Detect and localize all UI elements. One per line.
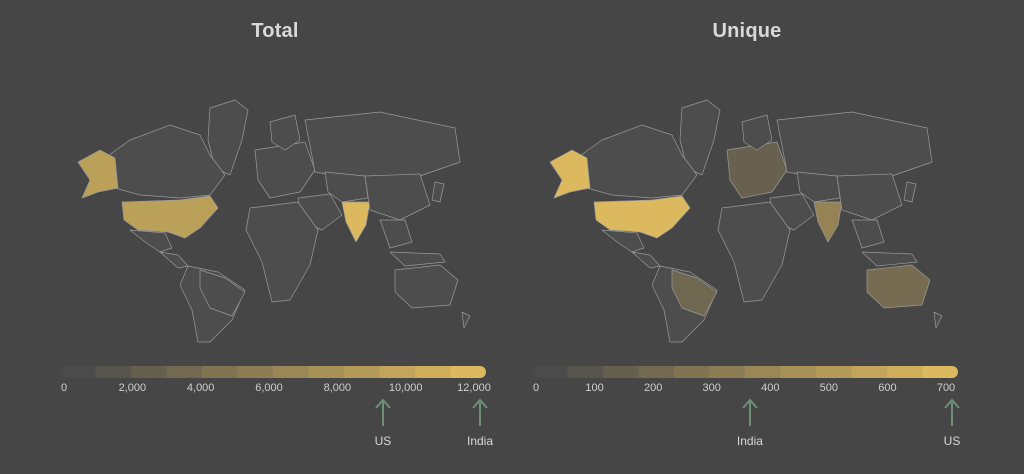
legend-tick-label: 0 (533, 382, 540, 394)
country-europe (254, 141, 316, 199)
country-canada (576, 124, 698, 199)
legend-segment (237, 366, 274, 378)
legend-tick-label: 300 (702, 382, 721, 394)
country-central-asia (796, 171, 841, 203)
country-central-asia (324, 171, 369, 203)
legend-tick-label: 6,000 (255, 382, 283, 394)
country-australia (866, 264, 931, 309)
country-indonesia (389, 251, 446, 267)
arrow-up-icon (742, 398, 758, 426)
legend-tick-label: 12,000 (457, 382, 491, 394)
country-new-zealand (933, 311, 943, 329)
country-mexico (129, 229, 173, 253)
marker-label: US (943, 434, 961, 448)
country-central-america (159, 251, 189, 269)
unique-title: Unique (712, 20, 782, 42)
total-world-map (77, 99, 471, 343)
country-india (813, 201, 843, 243)
legend-tick-label: 4,000 (186, 382, 215, 394)
country-russia (776, 111, 933, 181)
legend-segment (922, 366, 958, 378)
legend-segment (308, 366, 345, 378)
country-china (836, 173, 903, 221)
legend-tick-label: 8,000 (323, 382, 352, 394)
country-australia (394, 264, 459, 309)
legend-segment (745, 366, 781, 378)
country-africa (717, 201, 791, 303)
country-japan (903, 181, 917, 203)
legend-segment (166, 366, 203, 378)
country-indonesia (861, 251, 918, 267)
country-mexico (601, 229, 645, 253)
unique-world-map (549, 99, 943, 343)
arrow-up-icon (944, 398, 960, 426)
country-russia (304, 111, 461, 181)
legend-segment (95, 366, 132, 378)
legend-segment (603, 366, 639, 378)
legend-segment (131, 366, 167, 378)
total-panel: Total 0 2,000 4,000 6,000 8,000 10,000 12,000 … (40, 0, 510, 474)
legend-segment (60, 366, 96, 378)
country-greenland (679, 99, 721, 176)
country-alaska (77, 149, 119, 199)
country-africa (245, 201, 319, 303)
country-alaska (549, 149, 591, 199)
legend-tick-label: 2,000 (118, 382, 147, 394)
legend-tick-label: 500 (819, 382, 839, 394)
marker-label: India (736, 434, 763, 448)
legend-tick-label: 100 (585, 382, 604, 394)
legend-segment (344, 366, 380, 378)
legend-segment (273, 366, 309, 378)
country-india (341, 201, 371, 243)
country-scandinavia (269, 114, 301, 151)
country-brazil (199, 269, 246, 317)
arrow-up-icon (375, 398, 391, 426)
legend-segment (567, 366, 604, 378)
country-japan (431, 181, 445, 203)
country-new-zealand (461, 311, 471, 329)
legend-segment (415, 366, 451, 378)
legend-segment (780, 366, 817, 378)
country-united-states (121, 195, 219, 239)
total-title: Total (251, 20, 299, 42)
legend-tick-label: 10,000 (388, 382, 423, 394)
legend-tick-label: 0 (61, 382, 68, 394)
legend-segment (638, 366, 675, 378)
total-legend-bar (60, 366, 486, 378)
legend-segment (379, 366, 416, 378)
unique-panel: Unique 0 100 200 300 400 500 600 700 India US (512, 0, 982, 474)
country-greenland (207, 99, 249, 176)
legend-segment (851, 366, 888, 378)
country-southeast-asia (379, 219, 413, 249)
legend-tick-label: 700 (936, 382, 956, 394)
unique-legend-bar (532, 366, 958, 378)
country-scandinavia (741, 114, 773, 151)
legend-segment (202, 366, 238, 378)
country-southeast-asia (851, 219, 885, 249)
legend-segment (674, 366, 710, 378)
country-canada (104, 124, 226, 199)
legend-tick-label: 200 (643, 382, 663, 394)
marker-label: India (466, 434, 494, 448)
legend-segment (816, 366, 852, 378)
legend-segment (532, 366, 568, 378)
country-united-states (593, 195, 691, 239)
country-china (364, 173, 431, 221)
country-brazil (671, 269, 718, 317)
legend-tick-label: 400 (761, 382, 780, 394)
marker-label: US (374, 434, 392, 448)
legend-segment (887, 366, 923, 378)
arrow-up-icon (472, 398, 488, 426)
legend-segment (709, 366, 746, 378)
legend-tick-label: 600 (878, 382, 897, 394)
legend-segment (450, 366, 486, 378)
country-europe (726, 141, 788, 199)
country-central-america (631, 251, 661, 269)
